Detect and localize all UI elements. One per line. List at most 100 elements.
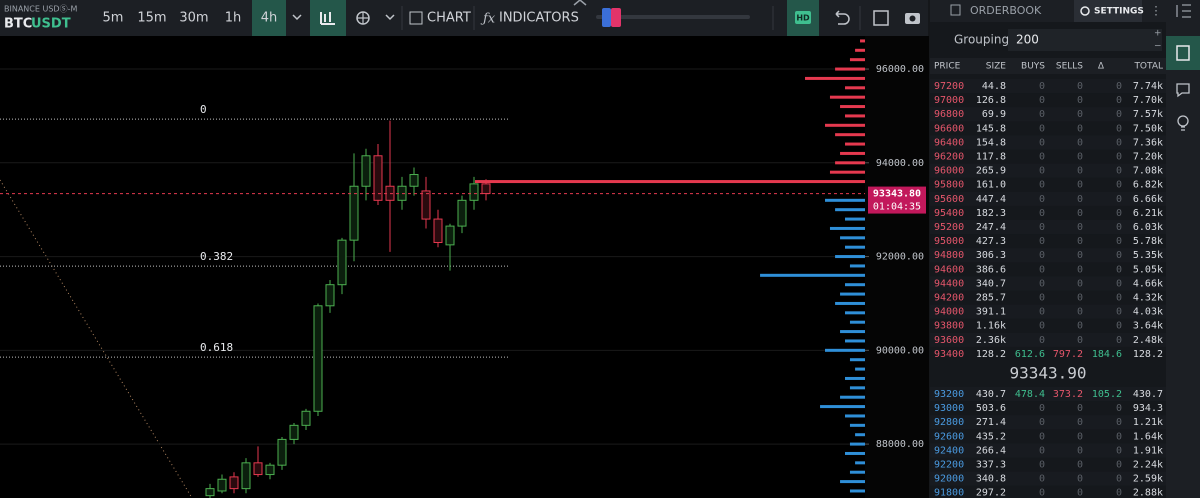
cell: 7.50k xyxy=(1133,123,1163,134)
chart-type-button[interactable] xyxy=(310,0,346,36)
cell: 0 xyxy=(1077,293,1083,304)
cell: 5.35k xyxy=(1133,250,1163,261)
cell: 2.24k xyxy=(1133,460,1163,471)
column-header: BUYS xyxy=(1021,62,1045,72)
depth-bar xyxy=(835,301,865,305)
row-bg xyxy=(930,471,1166,486)
cell: 0 xyxy=(1116,250,1122,261)
tab[interactable]: SETTINGS xyxy=(1094,7,1144,17)
cell: 2.59k xyxy=(1133,474,1163,485)
timeframe[interactable]: 5m xyxy=(103,11,124,26)
column-header: TOTAL xyxy=(1133,62,1163,72)
depth-bar xyxy=(835,67,865,71)
candle-body xyxy=(325,284,335,307)
cell: 0 xyxy=(1077,278,1083,289)
cell: 0 xyxy=(1039,403,1045,414)
slider-thumb[interactable] xyxy=(602,8,611,27)
cell: 0 xyxy=(1039,431,1045,442)
column-header: SIZE xyxy=(986,62,1007,72)
row-bg xyxy=(930,107,1166,122)
cell: 337.3 xyxy=(976,460,1006,471)
undo-icon[interactable] xyxy=(835,10,850,25)
timeframe[interactable]: 15m xyxy=(137,11,166,26)
slider-thumb[interactable] xyxy=(611,8,621,27)
cell: 154.8 xyxy=(976,137,1006,148)
column-header: Δ xyxy=(1098,62,1105,72)
decrement[interactable]: − xyxy=(1154,42,1162,52)
cell: 97200 xyxy=(934,81,964,92)
panel-icon[interactable] xyxy=(1176,4,1191,18)
cell: 96400 xyxy=(934,137,964,148)
chat-icon[interactable] xyxy=(1176,83,1190,98)
cell: 145.8 xyxy=(976,123,1006,134)
depth-bar xyxy=(849,423,865,427)
slider-track[interactable] xyxy=(596,15,750,19)
cell: 0 xyxy=(1039,222,1045,233)
depth-bar xyxy=(860,39,865,43)
cell: 161.0 xyxy=(976,180,1006,191)
depth-bar xyxy=(845,451,865,455)
tab[interactable]: ORDERBOOK xyxy=(970,4,1042,17)
cell: 1.64k xyxy=(1133,431,1163,442)
cell: 95600 xyxy=(934,194,964,205)
cell: 92000 xyxy=(934,474,964,485)
dropdown-icon[interactable] xyxy=(385,14,395,21)
cell: 386.6 xyxy=(976,264,1006,275)
dropdown-icon[interactable] xyxy=(292,14,302,21)
cell: 0 xyxy=(1077,222,1083,233)
fib-label: 0.382 xyxy=(200,250,233,263)
candle-body xyxy=(445,225,455,246)
chart-button[interactable]: CHART xyxy=(427,11,471,26)
cell: 0 xyxy=(1116,460,1122,471)
collapse-icon[interactable] xyxy=(573,0,587,6)
cell: 0 xyxy=(1116,431,1122,442)
cell: 0 xyxy=(1039,137,1045,148)
cell: 427.3 xyxy=(976,236,1006,247)
cell: 92800 xyxy=(934,417,964,428)
depth-bar xyxy=(840,480,865,484)
candle-body xyxy=(277,438,287,466)
timeframe[interactable]: 4h xyxy=(261,11,278,26)
cell: 0 xyxy=(1039,236,1045,247)
column-header: SELLS xyxy=(1056,62,1083,72)
cell: 94400 xyxy=(934,278,964,289)
row-bg xyxy=(930,276,1166,291)
depth-bar xyxy=(840,292,865,296)
grouping-input[interactable] xyxy=(1008,29,1162,51)
cell: 0 xyxy=(1039,293,1045,304)
bulb-icon[interactable] xyxy=(1177,115,1189,127)
timeframe[interactable]: 30m xyxy=(179,11,208,26)
hd-badge xyxy=(795,11,811,24)
cell: 0 xyxy=(1116,403,1122,414)
cell: 0 xyxy=(1077,95,1083,106)
grouping-value[interactable]: 200 xyxy=(1016,33,1039,47)
cell: 0 xyxy=(1039,95,1045,106)
increment[interactable]: + xyxy=(1154,29,1162,39)
depth-bar xyxy=(825,348,865,352)
cell: 95800 xyxy=(934,180,964,191)
fullscreen-icon[interactable] xyxy=(873,10,889,26)
cell: 1.21k xyxy=(1133,417,1163,428)
more-icon[interactable]: ⋮ xyxy=(1150,4,1162,18)
cell: 0 xyxy=(1077,250,1083,261)
cell: 0 xyxy=(1116,208,1122,219)
timeframe[interactable]: 1h xyxy=(225,11,242,26)
depth-bar xyxy=(825,198,865,202)
cell: 0 xyxy=(1116,109,1122,120)
cell: 0 xyxy=(1116,264,1122,275)
last-price-box xyxy=(868,186,926,214)
fx-icon: ƒx xyxy=(480,12,496,27)
candle-body xyxy=(469,183,479,201)
candle-body xyxy=(217,478,227,492)
cell: 5.78k xyxy=(1133,236,1163,247)
depth-bar xyxy=(835,255,865,259)
side-active[interactable] xyxy=(1166,36,1200,70)
cell: 0 xyxy=(1077,403,1083,414)
depth-bar xyxy=(840,395,865,399)
cell: 340.7 xyxy=(976,278,1006,289)
depth-bar xyxy=(820,405,865,409)
indicators-button[interactable]: INDICATORS xyxy=(499,11,579,26)
active-tab[interactable] xyxy=(1074,0,1142,22)
cell: 93000 xyxy=(934,403,964,414)
